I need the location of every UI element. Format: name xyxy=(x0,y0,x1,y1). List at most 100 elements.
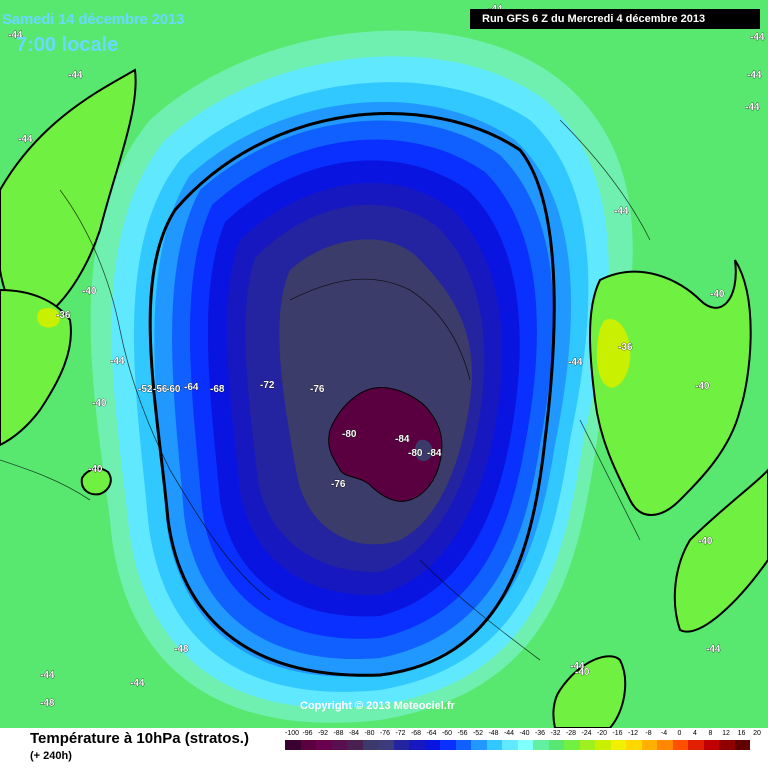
legend-tick-label: -28 xyxy=(565,730,577,737)
legend-swatch xyxy=(657,740,673,750)
isotherm-label: -44 xyxy=(68,70,83,81)
isotherm-label: -80 xyxy=(342,429,357,440)
legend-tick-label: 0 xyxy=(677,730,682,737)
isotherm-label: -64 xyxy=(184,382,199,393)
isotherm-label: -44 xyxy=(706,644,721,655)
warm-patch-east xyxy=(589,259,752,516)
legend-swatch xyxy=(703,740,719,750)
legend-tick-label: -4 xyxy=(660,730,668,737)
warm-patch-west-2 xyxy=(0,288,72,447)
isotherm-label: -36 xyxy=(56,310,71,321)
isotherm-label: -76 xyxy=(331,479,346,490)
legend-tick-label: -12 xyxy=(627,730,639,737)
legend-swatch xyxy=(610,740,626,750)
legend-tick-label: -68 xyxy=(410,730,422,737)
legend-tick-label: -84 xyxy=(348,730,360,737)
legend-tick-label: -88 xyxy=(333,730,344,737)
map-canvas: -44-44-44-44-44-44-44-44-40-36-44-40-40-… xyxy=(0,3,768,728)
legend-swatch xyxy=(564,740,580,750)
legend-swatch xyxy=(486,740,502,750)
legend-tick-label: 16 xyxy=(737,730,746,737)
legend-swatch xyxy=(285,740,301,750)
contour-band-88 xyxy=(415,439,433,462)
isotherm-label: -44 xyxy=(614,206,629,217)
legend-swatch xyxy=(533,740,549,750)
legend-swatch xyxy=(672,740,688,750)
legend-tick-label: 12 xyxy=(722,730,730,737)
legend-swatch xyxy=(362,740,378,750)
coastlines xyxy=(0,119,651,661)
legend-swatch xyxy=(378,740,394,750)
map-title: Température à 10hPa (stratos.) xyxy=(30,730,249,747)
legend-swatch xyxy=(455,740,471,750)
warm-patch-southeast xyxy=(673,468,768,633)
map-footer: Température à 10hPa (stratos.) (+ 240h) … xyxy=(0,728,768,768)
legend-tick-label: -20 xyxy=(596,730,608,737)
isotherm-label: -60 xyxy=(166,384,181,395)
isotherm-label: -52 xyxy=(138,384,153,395)
legend-tick-label: -52 xyxy=(472,730,484,737)
contour-band-84 xyxy=(328,387,443,502)
legend-swatch xyxy=(424,740,440,750)
isotherm-label: -44 xyxy=(8,30,23,41)
isotherm-label: -44 xyxy=(110,356,125,367)
legend-tick-label: -48 xyxy=(488,730,499,737)
legend-tick-label: -60 xyxy=(441,730,453,737)
warm-patch-west-core xyxy=(37,307,60,328)
legend-swatch xyxy=(548,740,564,750)
legend-swatch xyxy=(517,740,533,750)
legend-tick-label: -36 xyxy=(534,730,546,737)
copyright-notice: Copyright © 2013 Meteociel.fr xyxy=(300,700,455,712)
isotherm-label: -40 xyxy=(710,289,725,300)
isotherm-label: -44 xyxy=(568,357,583,368)
isotherm-label: -84 xyxy=(395,434,410,445)
legend-swatch xyxy=(626,740,642,750)
isotherm-label: -48 xyxy=(40,698,55,709)
forecast-time-title: 7:00 locale xyxy=(16,34,119,56)
legend-tick-label: 8 xyxy=(708,730,713,737)
warm-patch-small xyxy=(80,467,112,496)
isotherm-label: -40 xyxy=(92,398,107,409)
isotherm-label: -44 xyxy=(745,102,760,113)
isotherm-label: -44 xyxy=(40,670,55,681)
legend-tick-label: -24 xyxy=(581,730,592,737)
legend-swatch xyxy=(300,740,316,750)
legend-tick-label: -92 xyxy=(317,730,329,737)
isotherm-label: -56 xyxy=(153,384,168,395)
legend-tick-label: -16 xyxy=(612,730,623,737)
legend-tick-label: 4 xyxy=(693,730,697,737)
isotherm-label: -44 xyxy=(18,134,33,145)
isotherm-label: -44 xyxy=(130,678,145,689)
legend-tick-label: -64 xyxy=(426,730,437,737)
isotherm-label: -40 xyxy=(698,536,713,547)
legend-tick-label: -56 xyxy=(457,730,468,737)
forecast-date-title: Samedi 14 décembre 2013 xyxy=(2,11,185,28)
legend-tick-label: -80 xyxy=(364,730,375,737)
isotherm-label: -80 xyxy=(408,448,423,459)
legend-swatch xyxy=(471,740,487,750)
legend-tick-label: -40 xyxy=(519,730,530,737)
legend-tick-label: -32 xyxy=(550,730,561,737)
legend-swatch xyxy=(595,740,611,750)
isotherm-label: -40 xyxy=(88,464,103,475)
legend-tick-label: -96 xyxy=(302,730,313,737)
legend-swatch xyxy=(316,740,332,750)
isotherm-label: -44 xyxy=(570,661,585,672)
isotherm-label: -84 xyxy=(427,448,442,459)
legend-swatch xyxy=(641,740,657,750)
legend-swatch xyxy=(502,740,518,750)
legend-tick-label: 20 xyxy=(753,730,761,737)
legend-tick-label: -100 xyxy=(284,730,299,737)
temperature-map: -44-44-44-44-44-44-44-44-40-36-44-40-40-… xyxy=(0,0,768,728)
legend-tick-label: -8 xyxy=(645,730,652,737)
isotherm-label: -36 xyxy=(618,342,633,353)
legend-tick-label: -76 xyxy=(379,730,391,737)
isotherm-label: -40 xyxy=(82,286,97,297)
isotherm-label: -40 xyxy=(575,667,590,678)
warm-patch-south xyxy=(552,655,627,728)
legend-swatch xyxy=(409,740,425,750)
isotherm-label: -44 xyxy=(747,70,762,81)
isotherm-labels: -44-44-44-44-44-44-44-44-40-36-44-40-40-… xyxy=(8,4,765,710)
isotherm-label: -48 xyxy=(174,644,189,655)
